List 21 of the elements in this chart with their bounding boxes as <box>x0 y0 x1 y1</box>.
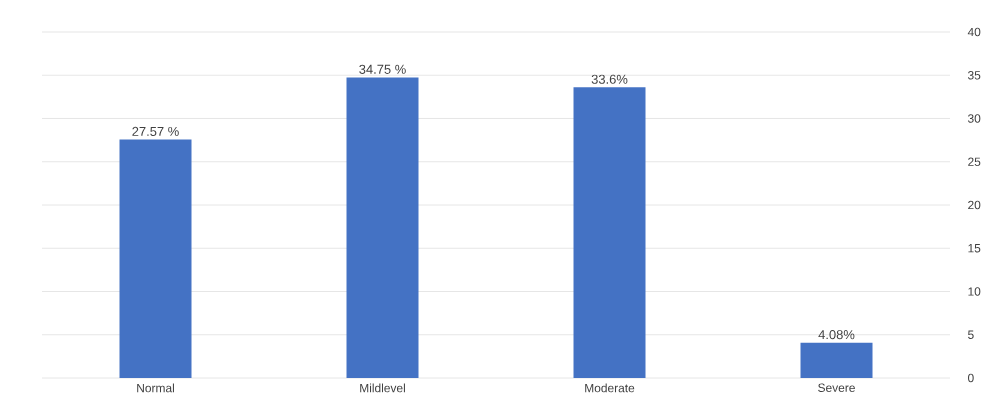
bar <box>346 77 419 378</box>
data-label: 4.08% <box>818 330 855 340</box>
data-label: 27.57 % <box>132 126 179 136</box>
y-tick-label: 25 <box>968 157 981 166</box>
bar <box>800 342 873 378</box>
data-label: 33.6% <box>591 74 628 84</box>
y-tick-label: 5 <box>968 330 974 339</box>
x-tick-label: Severe <box>818 383 855 392</box>
y-tick-label: 40 <box>967 27 981 37</box>
data-label: 34.75 % <box>359 64 406 74</box>
y-tick-label: 35 <box>967 71 981 80</box>
x-tick-label: Mildlevel <box>360 383 405 393</box>
y-tick-label: 15 <box>968 244 981 253</box>
y-tick-label: 10 <box>968 287 981 296</box>
y-tick-label: 0 <box>968 373 974 383</box>
y-tick-label: 30 <box>967 114 981 123</box>
bar <box>573 87 646 378</box>
bar <box>119 139 192 378</box>
x-tick-label: Normal <box>137 383 174 393</box>
y-tick-label: 20 <box>968 200 981 210</box>
x-tick-label: Moderate <box>585 383 635 393</box>
